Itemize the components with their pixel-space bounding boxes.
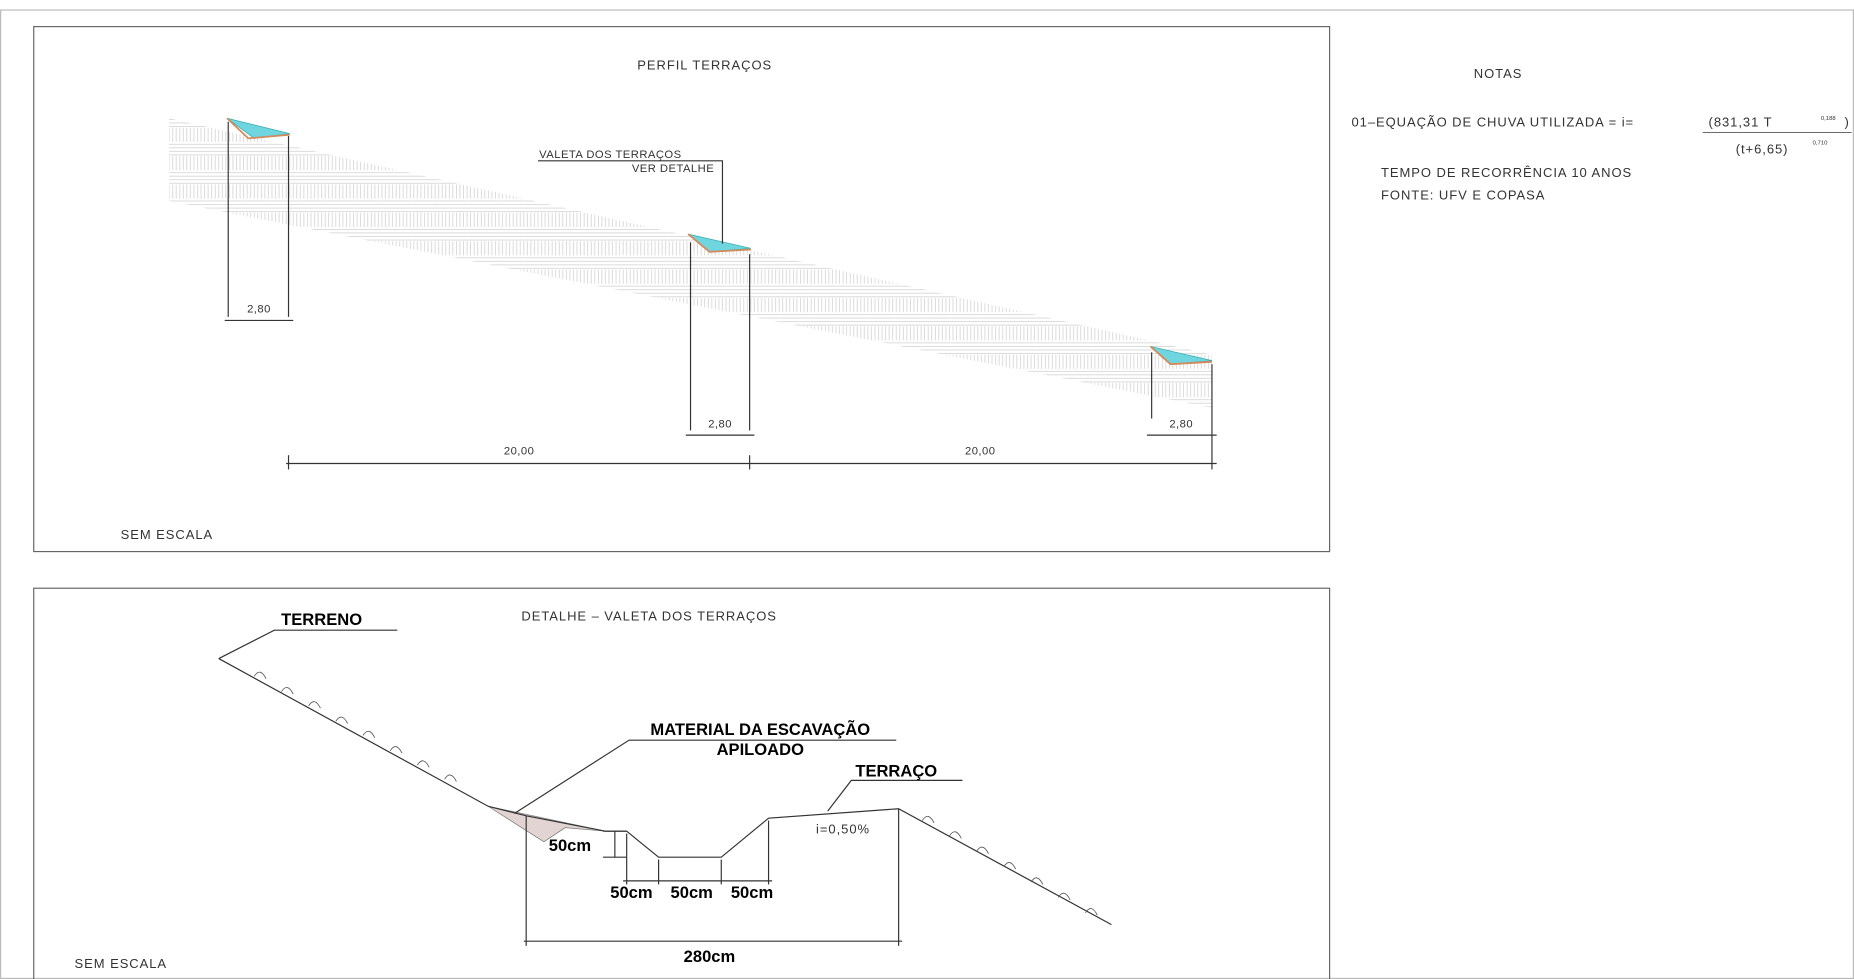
drawing-stroke xyxy=(226,117,290,140)
section-profile xyxy=(218,658,1112,926)
terrace-label: TERRAÇO xyxy=(855,761,937,780)
scale-label: SEM ESCALA xyxy=(75,956,168,971)
dimension-label: 2,80 xyxy=(247,304,271,316)
dimension-lines xyxy=(224,121,1217,470)
detail-title: DETALHE – VALETA DOS TERRAÇOS xyxy=(521,609,776,624)
profile-title: PERFIL TERRAÇOS xyxy=(637,58,772,73)
drawing-stroke xyxy=(1149,345,1213,366)
formula-denominator: (t+6,65) xyxy=(1736,142,1789,157)
dimension-label: 280cm xyxy=(684,947,736,966)
sheet-border xyxy=(0,9,1854,979)
terrain-label: TERRENO xyxy=(281,610,362,629)
material-label: APILOADO xyxy=(717,740,804,759)
drawing-stroke xyxy=(921,816,1098,916)
formula-paren: ) xyxy=(1845,114,1850,129)
dimension-label: 20,00 xyxy=(504,446,534,458)
drawing-stroke xyxy=(514,739,897,814)
dimension-label: 20,00 xyxy=(965,446,995,458)
note-item: 01–EQUAÇÃO DE CHUVA UTILIZADA = i= xyxy=(1351,114,1634,129)
detail-frame xyxy=(33,587,1331,979)
formula-numerator: (831,31 T xyxy=(1709,114,1773,129)
dimension-label: 2,80 xyxy=(708,418,732,430)
profile-frame xyxy=(33,26,1331,553)
drawing-stroke xyxy=(218,629,398,660)
callout: VER DETALHE xyxy=(632,163,714,175)
callout: VALETA DOS TERRAÇOS xyxy=(539,149,681,161)
leaders xyxy=(218,629,963,946)
material-label: MATERIAL DA ESCAVAÇÃO xyxy=(650,719,870,739)
formula-exponent: 0,188 xyxy=(1821,116,1836,122)
dimension-label: 50cm xyxy=(731,883,773,902)
grass-marks xyxy=(253,671,1098,916)
formula-exponent: 0,710 xyxy=(1813,141,1828,147)
drawing-stroke xyxy=(687,233,751,253)
drawing-stroke xyxy=(827,779,963,812)
slope-label: i=0,50% xyxy=(816,821,870,836)
drawing-stroke xyxy=(253,671,457,782)
dimension-label: 2,80 xyxy=(1169,418,1193,430)
dimension-label: 50cm xyxy=(671,883,713,902)
terraces xyxy=(226,117,1213,366)
note-line: FONTE: UFV E COPASA xyxy=(1381,188,1545,203)
drawing-stroke xyxy=(538,160,724,244)
scale-label: SEM ESCALA xyxy=(121,527,214,542)
dimension-label: 50cm xyxy=(549,836,591,855)
fill-material xyxy=(488,806,606,843)
notes-title: NOTAS xyxy=(1474,66,1523,81)
dimension-label: 50cm xyxy=(610,883,652,902)
note-line: TEMPO DE RECORRÊNCIA 10 ANOS xyxy=(1381,165,1632,180)
